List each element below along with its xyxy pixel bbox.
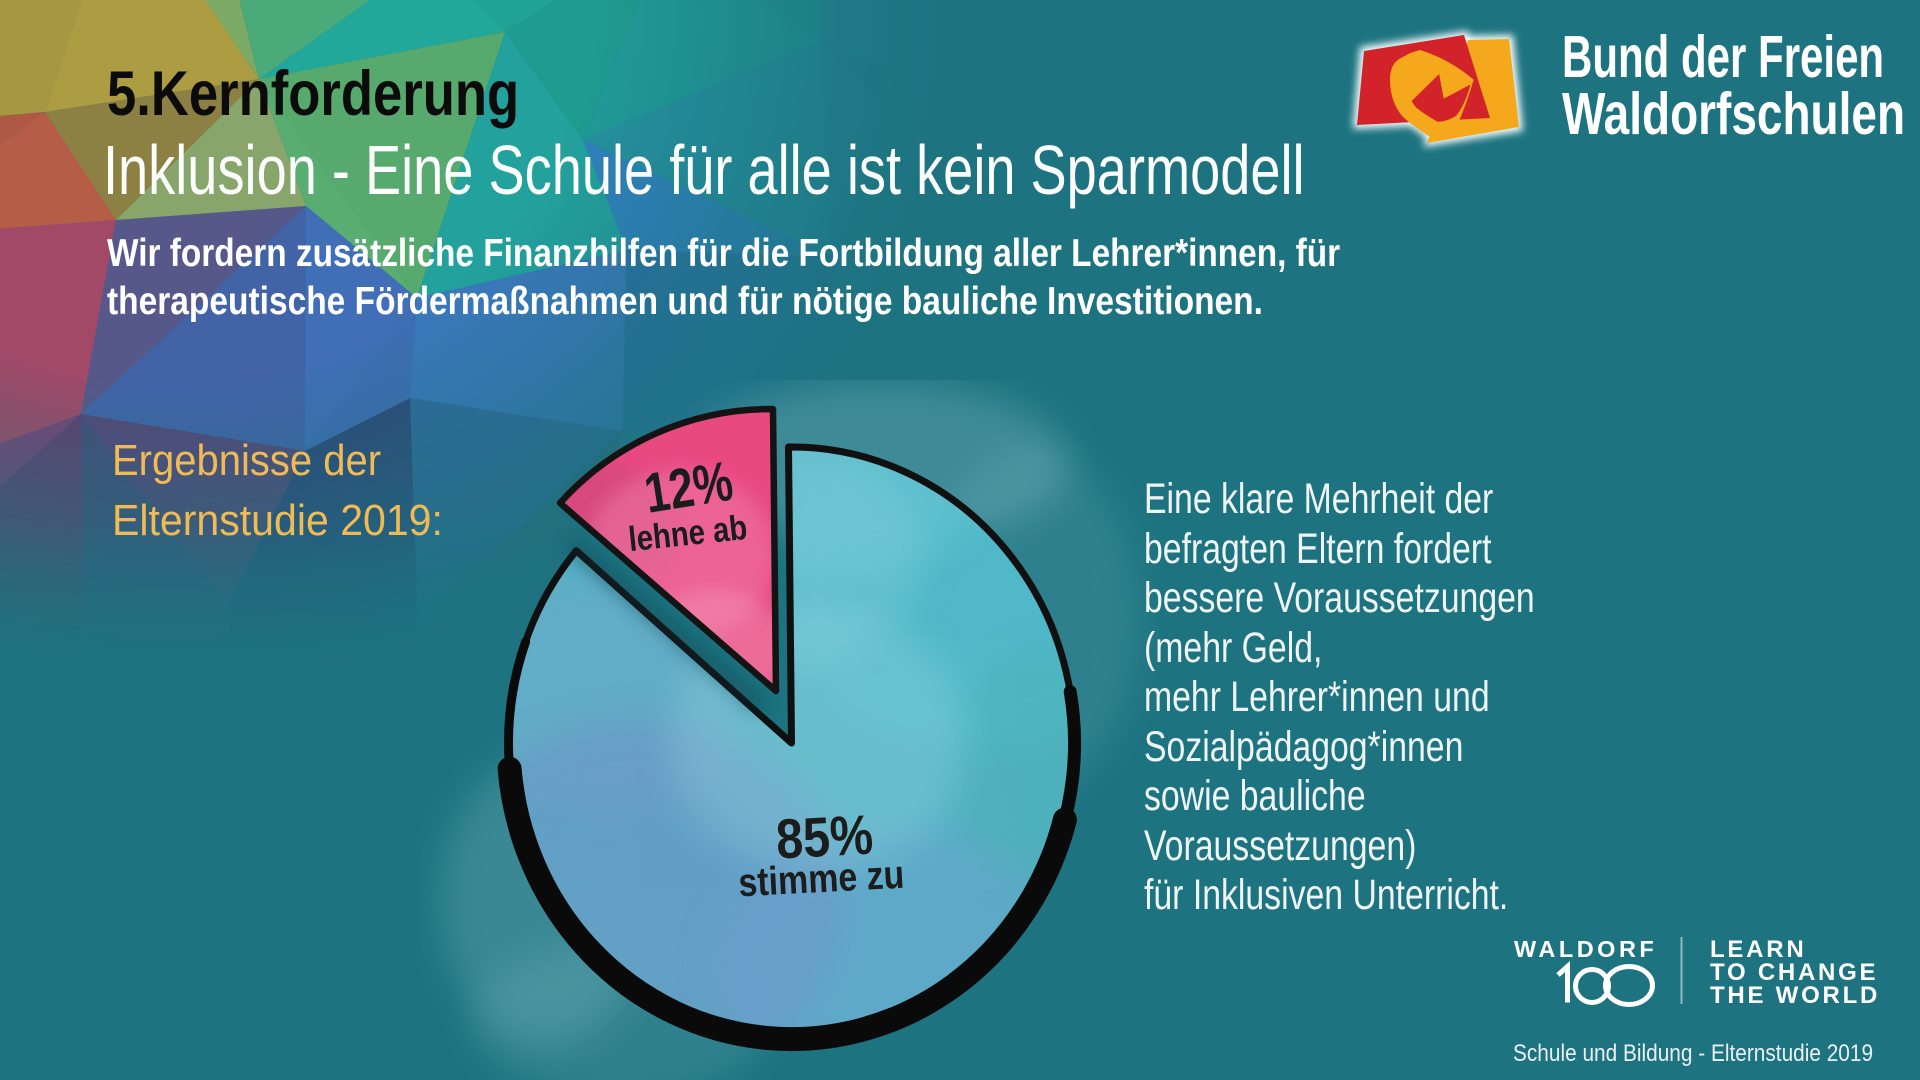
svg-text:THE WORLD: THE WORLD bbox=[1710, 982, 1880, 1009]
svg-text:TO CHANGE: TO CHANGE bbox=[1710, 959, 1878, 986]
svg-text:12%: 12% bbox=[640, 449, 737, 525]
svg-text:LEARN: LEARN bbox=[1710, 936, 1806, 963]
svg-text:WALDORF: WALDORF bbox=[1514, 936, 1657, 962]
svg-text:85%: 85% bbox=[774, 803, 874, 871]
svg-text:stimme zu: stimme zu bbox=[737, 853, 905, 906]
